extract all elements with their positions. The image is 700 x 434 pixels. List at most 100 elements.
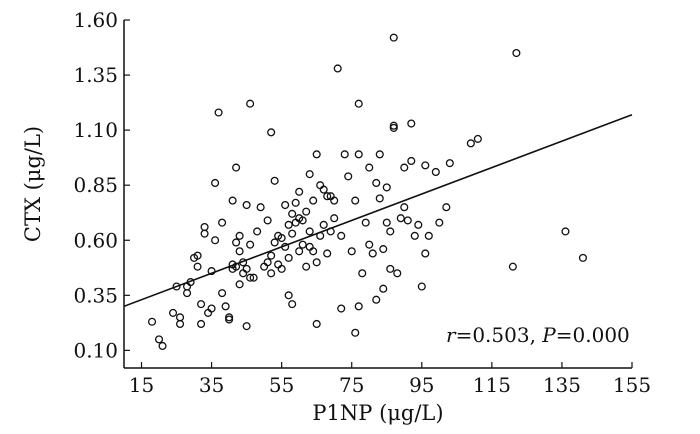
data-point bbox=[337, 231, 346, 240]
data-point bbox=[379, 284, 388, 293]
data-points bbox=[147, 33, 588, 351]
data-point bbox=[214, 108, 223, 117]
x-tick-label: 115 bbox=[473, 373, 511, 397]
y-tick-label: 1.60 bbox=[73, 8, 118, 32]
data-point bbox=[298, 240, 307, 249]
data-point bbox=[431, 167, 440, 177]
y-tick-label: 0.60 bbox=[73, 228, 118, 252]
data-point bbox=[277, 234, 286, 243]
data-point bbox=[267, 128, 276, 137]
x-tick-label: 75 bbox=[339, 373, 364, 397]
data-point bbox=[312, 150, 321, 159]
data-point bbox=[442, 203, 451, 212]
data-point bbox=[263, 258, 272, 267]
data-point bbox=[242, 264, 251, 273]
r-label: r bbox=[446, 323, 457, 347]
data-point bbox=[246, 240, 255, 249]
data-point bbox=[221, 302, 230, 311]
data-point bbox=[295, 247, 304, 256]
data-point bbox=[340, 150, 349, 159]
x-axis-title: P1NP (μg/L) bbox=[312, 401, 443, 425]
data-point bbox=[354, 99, 363, 108]
data-point bbox=[176, 319, 185, 328]
data-point bbox=[256, 203, 265, 212]
data-point bbox=[400, 163, 409, 172]
data-point bbox=[389, 33, 398, 42]
data-point bbox=[284, 291, 293, 300]
data-point bbox=[288, 209, 297, 218]
x-tick-label: 155 bbox=[613, 373, 651, 397]
data-point bbox=[354, 302, 363, 311]
data-point bbox=[396, 214, 405, 223]
data-point bbox=[284, 253, 293, 262]
data-point bbox=[445, 159, 454, 168]
data-point bbox=[270, 176, 279, 185]
data-point bbox=[207, 267, 216, 276]
axes bbox=[123, 19, 633, 369]
data-point bbox=[561, 227, 570, 236]
x-tick-label: 35 bbox=[199, 373, 224, 397]
data-point bbox=[211, 236, 220, 245]
data-point bbox=[386, 227, 395, 236]
data-point bbox=[176, 313, 185, 322]
data-point bbox=[375, 150, 384, 159]
data-point bbox=[323, 249, 332, 258]
data-point bbox=[263, 216, 272, 225]
data-point bbox=[235, 231, 244, 240]
x-tick-label: 55 bbox=[269, 373, 294, 397]
y-tick-label: 0.85 bbox=[73, 173, 118, 197]
data-point bbox=[466, 139, 475, 148]
data-point bbox=[578, 253, 588, 262]
data-point bbox=[351, 196, 360, 205]
data-point bbox=[319, 185, 328, 194]
data-point bbox=[407, 156, 416, 166]
regression-line bbox=[123, 113, 633, 308]
data-point bbox=[232, 238, 241, 247]
x-tick-labels: 15 35 55 75 95 115 135 155 bbox=[129, 373, 651, 397]
y-tick-label: 0.10 bbox=[73, 338, 118, 362]
data-point bbox=[270, 238, 279, 247]
data-point bbox=[200, 229, 209, 238]
data-point bbox=[302, 207, 311, 216]
data-point bbox=[225, 315, 234, 324]
data-point bbox=[172, 282, 181, 291]
data-point bbox=[365, 240, 374, 249]
data-point bbox=[330, 214, 339, 223]
data-point bbox=[235, 247, 244, 256]
y-tick-labels: 0.10 0.35 0.60 0.85 1.10 1.35 1.60 bbox=[73, 8, 118, 362]
data-point bbox=[267, 251, 276, 260]
data-point bbox=[365, 163, 374, 172]
data-point bbox=[407, 119, 416, 128]
data-point bbox=[326, 227, 335, 236]
data-point bbox=[333, 64, 342, 73]
data-point bbox=[361, 218, 370, 227]
data-point bbox=[183, 289, 192, 298]
data-point bbox=[421, 249, 430, 258]
data-point bbox=[309, 196, 318, 205]
data-point bbox=[291, 198, 300, 207]
data-point bbox=[239, 258, 248, 267]
data-point bbox=[372, 178, 381, 188]
data-point bbox=[410, 231, 419, 240]
data-point bbox=[417, 282, 426, 291]
data-point bbox=[375, 194, 384, 203]
data-point bbox=[414, 220, 423, 229]
data-point bbox=[435, 218, 444, 227]
data-point bbox=[218, 289, 227, 298]
data-point bbox=[147, 317, 157, 326]
data-point bbox=[354, 150, 363, 159]
data-point bbox=[281, 242, 290, 251]
data-point bbox=[337, 304, 346, 313]
data-point bbox=[393, 269, 402, 278]
y-tick-label: 0.35 bbox=[73, 283, 118, 307]
data-point bbox=[358, 269, 367, 278]
p-label: P bbox=[541, 323, 556, 347]
data-point bbox=[312, 319, 321, 328]
data-point bbox=[253, 227, 262, 236]
data-point bbox=[288, 300, 297, 309]
data-point bbox=[281, 200, 290, 210]
data-point bbox=[316, 231, 325, 240]
data-point bbox=[305, 227, 314, 236]
data-point bbox=[225, 313, 234, 322]
